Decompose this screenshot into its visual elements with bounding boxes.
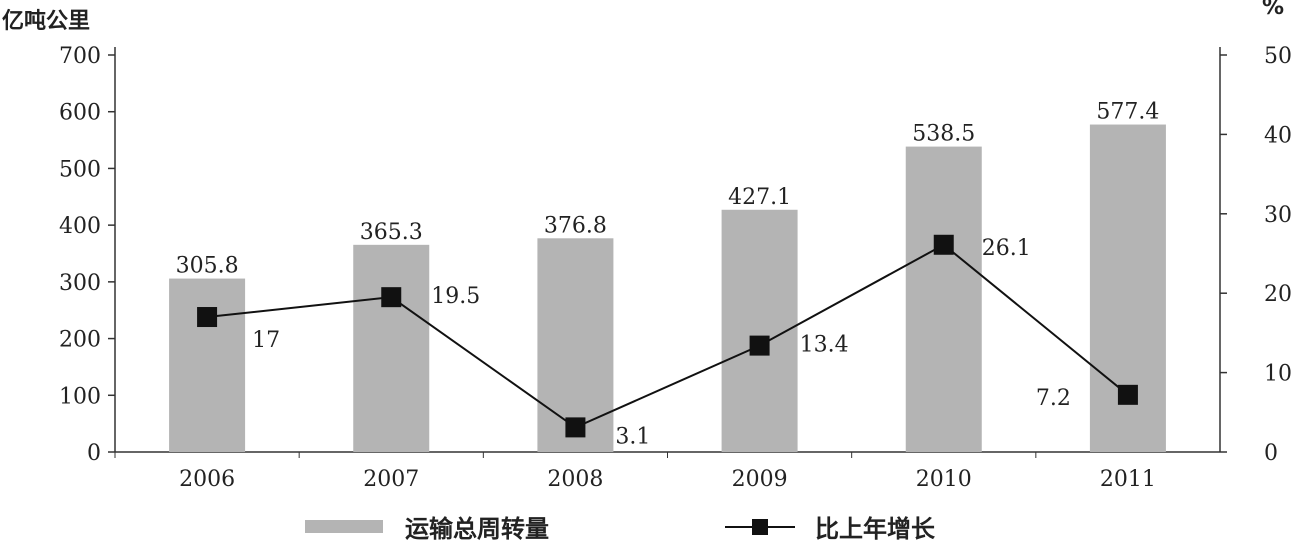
growth-value-label: 17 [252, 328, 280, 353]
bar-value-label: 538.5 [912, 122, 975, 147]
legend-bar-swatch [305, 520, 383, 533]
legend: 运输总周转量 比上年增长 [305, 515, 936, 543]
growth-point [381, 287, 402, 308]
x-tick-label: 2010 [916, 467, 972, 492]
x-tick-label: 2009 [732, 467, 788, 492]
left-tick-label: 300 [59, 271, 101, 296]
right-tick-label: 0 [1264, 441, 1278, 466]
left-tick-label: 500 [59, 157, 101, 182]
bar [905, 146, 982, 452]
left-tick-label: 100 [59, 384, 101, 409]
legend-bar-label: 运输总周转量 [405, 515, 549, 543]
growth-value-label: 19.5 [431, 284, 480, 309]
x-tick-label: 2007 [363, 467, 419, 492]
left-tick-label: 600 [59, 101, 101, 126]
right-tick-label: 10 [1264, 362, 1292, 387]
right-tick-label: 20 [1264, 282, 1292, 307]
plot-area: 0 100 200 300 400 500 600 700 0 10 20 30 40 50 305.8 36… [59, 44, 1292, 492]
right-tick-label: 50 [1264, 44, 1292, 69]
right-tick-label: 40 [1264, 123, 1292, 148]
bar-value-label: 305.8 [176, 254, 239, 279]
x-tick-label: 2011 [1100, 467, 1156, 492]
growth-value-label: 3.1 [615, 424, 650, 449]
left-tick-label: 700 [59, 44, 101, 69]
growth-point [933, 234, 954, 255]
left-axis-unit: 亿吨公里 [2, 9, 90, 34]
left-tick-label: 400 [59, 214, 101, 239]
bar-value-label: 365.3 [360, 220, 423, 245]
growth-value-label: 7.2 [1036, 386, 1071, 411]
bar-value-label: 577.4 [1096, 100, 1159, 125]
x-tick-label: 2008 [547, 467, 603, 492]
left-tick-label: 200 [59, 328, 101, 353]
x-tick-label: 2006 [179, 467, 235, 492]
growth-point [749, 335, 770, 356]
legend-line-marker [752, 519, 768, 535]
legend-line-label: 比上年增长 [815, 515, 936, 543]
growth-value-label: 13.4 [800, 333, 849, 358]
bar-value-label: 427.1 [728, 185, 791, 210]
bar-value-label: 376.8 [544, 213, 607, 238]
right-tick-label: 30 [1264, 203, 1292, 228]
bar [169, 278, 246, 452]
growth-point [1117, 384, 1138, 405]
growth-point [565, 417, 586, 438]
bar [353, 244, 430, 452]
growth-line [206, 243, 1129, 429]
growth-point [197, 307, 218, 328]
left-tick-label: 0 [87, 441, 101, 466]
growth-value-label: 26.1 [982, 236, 1031, 261]
right-axis-unit: % [1262, 0, 1284, 20]
